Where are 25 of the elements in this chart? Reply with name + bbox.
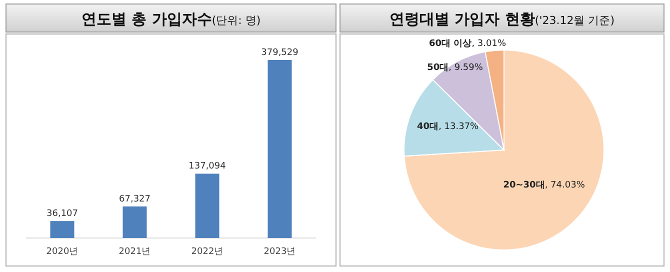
data-label: 36,107: [46, 209, 78, 220]
bar: [195, 174, 220, 238]
slice-label: 60대 이상: [429, 39, 472, 49]
chart-subtitle: (단위: 명): [212, 14, 261, 27]
x-tick-label: 2022년: [191, 247, 224, 257]
chart-title: 연도별 총 가입자수: [81, 10, 212, 28]
bar: [122, 206, 147, 238]
x-tick-label: 2021년: [118, 247, 151, 257]
chart-subtitle: ('23.12월 기준): [534, 14, 615, 27]
pie-slice: [404, 50, 604, 250]
data-label: 67,327: [119, 194, 150, 204]
data-label: , 3.01%: [472, 39, 506, 49]
data-label: , 74.03%: [544, 180, 586, 191]
data-label: 137,094: [188, 162, 226, 172]
bar: [268, 60, 292, 238]
slice-label: 50대: [427, 63, 449, 73]
x-tick-label: 2023년: [264, 247, 296, 257]
x-tick-label: 2020년: [46, 247, 78, 257]
slice-label: 40대: [417, 122, 439, 132]
data-label: 379,529: [261, 48, 299, 58]
data-label: , 13.37%: [438, 122, 480, 132]
data-label: , 9.59%: [448, 63, 484, 73]
chart-title: 연령대별 가입자 현황: [389, 10, 535, 28]
slice-label: 20~30대: [503, 180, 545, 191]
bar: [50, 221, 74, 238]
